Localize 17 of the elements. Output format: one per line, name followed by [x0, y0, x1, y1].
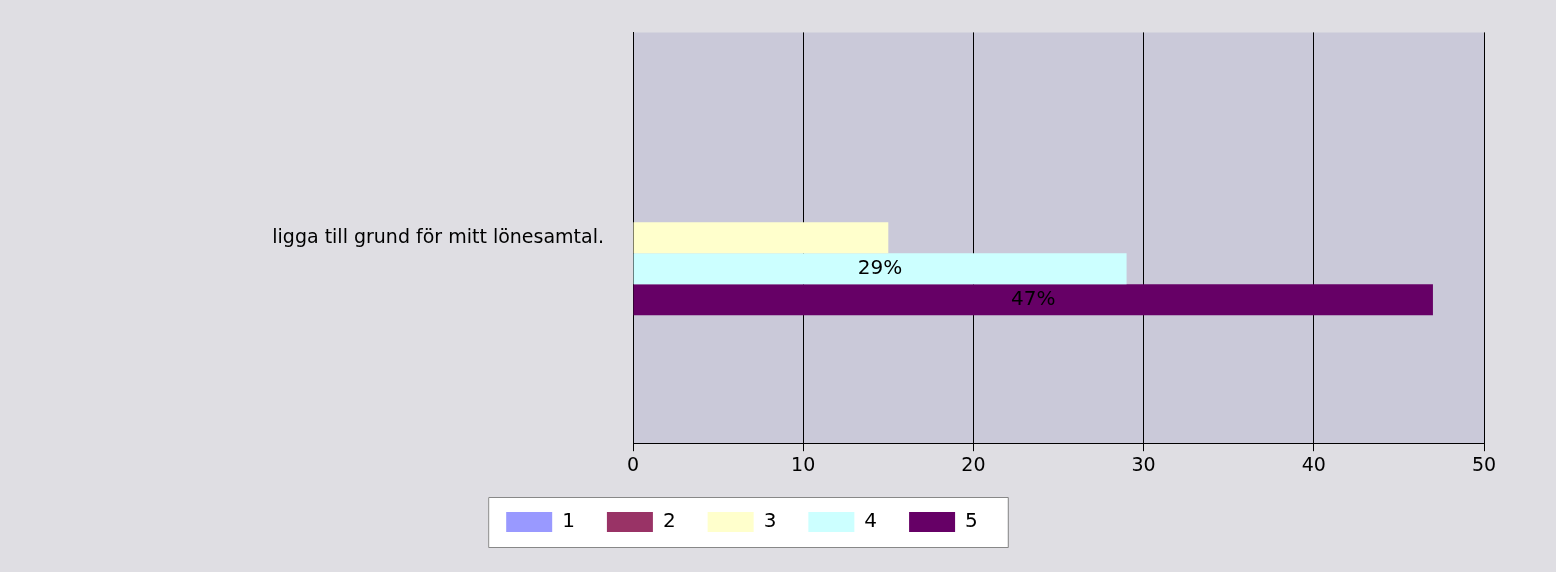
- data-label: 29%: [857, 254, 903, 279]
- x-tick-label: 20: [961, 452, 986, 475]
- bar: [633, 222, 889, 254]
- y-tick-label: ligga till grund för mitt lönesamtal.: [272, 224, 604, 247]
- legend-label: 1: [562, 508, 575, 533]
- x-tick-label: 30: [1131, 452, 1156, 475]
- bar: [633, 253, 1127, 285]
- bar: [633, 284, 1433, 316]
- x-tick-label: 0: [626, 452, 640, 475]
- data-label: 47%: [1010, 285, 1056, 310]
- legend-label: 4: [864, 508, 878, 533]
- legend-label: 3: [763, 508, 777, 533]
- legend-label: 2: [662, 508, 676, 533]
- x-tick-label: 50: [1471, 452, 1497, 475]
- x-tick-label: 40: [1301, 452, 1326, 475]
- x-tick-label: 10: [791, 452, 816, 475]
- legend-label: 5: [965, 508, 978, 533]
